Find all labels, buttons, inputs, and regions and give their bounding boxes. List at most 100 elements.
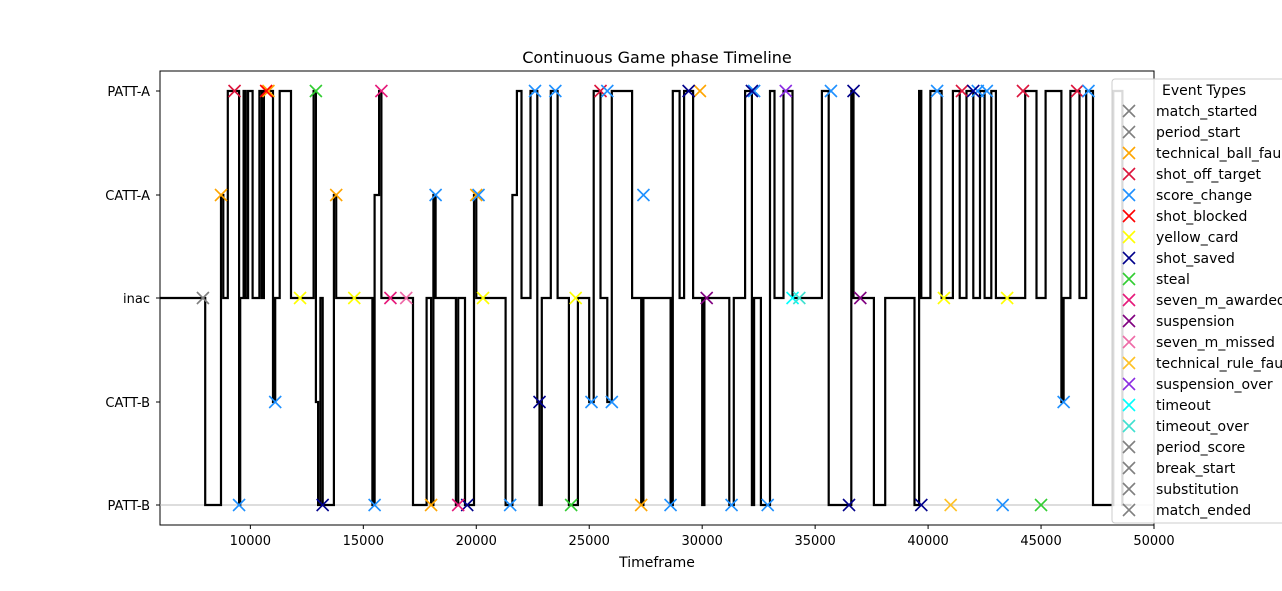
legend-marker [1122,461,1136,475]
event-marker-score_change [663,498,678,512]
event-marker-score_change [824,84,838,98]
event-marker-shot_saved [316,498,330,512]
event-marker-score_change [232,498,246,512]
legend-label: score_change [1156,188,1252,204]
event-marker-shot_saved [842,498,856,512]
event-marker-yellow_card [937,291,951,305]
y-tick-label: PATT-A [107,85,150,100]
event-marker-score_change [980,84,994,98]
event-marker-yellow_card [293,291,307,305]
x-tick-label: 25000 [569,534,610,549]
legend-marker [1122,167,1136,181]
legend-label: technical_ball_faul [1156,146,1282,162]
event-marker-technical_ball_fault [424,498,438,512]
event-marker-technical_rule_fault [944,498,958,512]
legend-title: Event Types [1162,83,1246,99]
y-axis: PATT-B CATT-B inac CATT-A PATT-A [105,85,160,514]
event-marker-shot_off_target [227,84,242,98]
event-marker-technical_ball_fault [693,84,707,98]
event-marker-shot_off_target [1070,84,1084,98]
legend-marker [1122,419,1136,433]
event-marker-shot_saved [846,84,861,98]
event-marker-seven_m_awarded [383,291,397,305]
legend-marker [1122,272,1136,286]
legend-label: technical_rule_fau [1156,356,1282,372]
y-tick-label: inac [123,292,150,307]
legend-marker [1122,125,1136,139]
event-marker-score_change [429,188,443,202]
legend-label: period_start [1156,125,1241,141]
event-marker-score_change [471,188,486,202]
event-marker-suspension [853,291,867,305]
event-marker-technical_ball_fault [329,188,343,202]
event-marker-shot_saved [532,395,547,409]
event-marker-score_change [636,188,651,202]
legend-label: shot_saved [1156,251,1235,267]
chart-title: Continuous Game phase Timeline [522,48,792,67]
event-marker-score_change [747,84,761,98]
event-marker-seven_m_awarded [374,84,388,98]
legend-label: shot_blocked [1156,209,1247,225]
legend-label: seven_m_awarded [1156,293,1282,309]
event-marker-score_change [268,395,282,409]
y-tick-label: CATT-B [105,396,150,411]
legend-label: shot_off_target [1156,167,1262,183]
event-marker-technical_ball_fault [214,188,228,202]
legend-label: yellow_card [1156,230,1238,246]
chart-marks [160,84,1154,512]
event-marker-timeout_over [792,291,806,305]
x-tick-label: 20000 [456,534,497,549]
event-marker-steal [309,84,323,98]
legend-marker [1122,482,1136,496]
legend-marker [1122,314,1136,328]
event-marker-shot_saved [745,84,759,98]
event-marker-seven_m_awarded [451,498,465,512]
event-marker-shot_saved [914,498,928,512]
event-marker-score_change [724,498,739,512]
event-marker-score_change [1081,84,1096,98]
legend-marker [1122,335,1136,349]
legend-marker [1122,503,1136,517]
event-marker-score_change [503,498,517,512]
y-tick-label: CATT-A [105,189,150,204]
event-marker-score_change [528,84,542,98]
legend-label: suspension_over [1156,377,1273,393]
event-marker-score_change [1057,395,1071,409]
event-marker-shot_off_target [955,84,969,98]
legend-label: match_started [1156,104,1257,120]
x-tick-label: 45000 [1020,534,1061,549]
x-tick-label: 10000 [230,534,271,549]
event-marker-technical_ball_fault [261,84,276,98]
x-tick-label: 35000 [794,534,835,549]
event-marker-score_change [761,498,775,512]
event-marker-score_change [584,395,599,409]
legend-label: break_start [1156,461,1236,477]
event-marker-yellow_card [1000,291,1014,305]
event-marker-yellow_card [476,291,490,305]
event-marker-yellow_card [347,291,361,305]
legend-marker [1122,440,1136,454]
legend-marker [1122,398,1136,412]
legend-label: timeout_over [1156,419,1249,435]
legend-label: seven_m_missed [1156,335,1275,351]
event-marker-timeout [785,291,800,305]
x-tick-label: 50000 [1133,534,1174,549]
legend-label: suspension [1156,314,1234,330]
legend-marker [1122,230,1136,244]
legend-marker [1122,104,1136,118]
event-marker-shot_off_target [593,84,608,98]
event-marker-score_change [548,84,562,98]
y-tick-label: PATT-B [108,499,151,514]
event-marker-seven_m_missed [399,291,413,305]
event-marker-shot_saved [966,84,980,98]
phase-line [160,89,1132,507]
event-marker-shot_blocked [259,84,273,98]
event-marker-shot_saved [682,84,696,98]
legend-marker [1122,356,1136,370]
event-marker-steal [564,498,578,512]
legend-marker [1122,209,1136,223]
event-marker-technical_ball_fault [469,188,483,202]
legend-label: steal [1156,272,1190,288]
event-marker-score_change [600,84,614,98]
event-marker-technical_ball_fault [634,498,648,512]
